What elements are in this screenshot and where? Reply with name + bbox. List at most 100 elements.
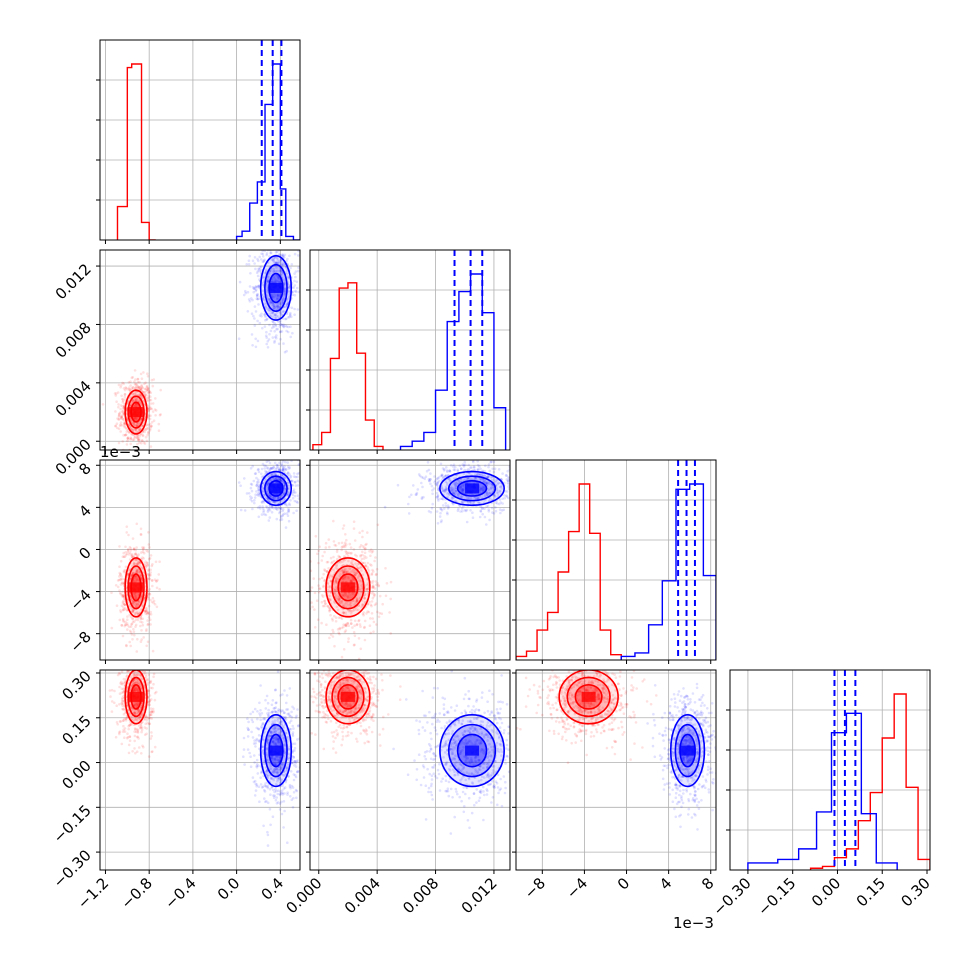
sample-point (292, 607, 295, 610)
sample-point (271, 311, 274, 314)
sample-point (110, 626, 114, 630)
sample-point (123, 603, 126, 606)
sample-point (126, 732, 129, 735)
sample-point (329, 556, 333, 560)
sample-point (243, 509, 247, 512)
sample-point (153, 408, 157, 411)
sample-point (276, 327, 279, 331)
sample-point (288, 313, 292, 316)
sample-point (136, 380, 140, 384)
panel-content (516, 460, 716, 660)
sample-point (132, 592, 135, 595)
sample-point (124, 565, 128, 569)
sample-point (267, 275, 270, 279)
sample-point (145, 388, 149, 392)
sample-point (143, 382, 146, 386)
sample-point (154, 560, 158, 564)
sample-point (276, 256, 279, 259)
sample-point (147, 531, 150, 534)
sample-point (284, 324, 287, 328)
sample-point (264, 318, 267, 322)
sample-point (267, 460, 270, 463)
panel-content (101, 250, 300, 450)
sample-point (134, 623, 138, 627)
sample-point (371, 617, 375, 620)
sample-point (152, 601, 155, 605)
sample-point (136, 603, 139, 606)
sample-point (147, 577, 151, 580)
panel-content (110, 455, 300, 653)
sample-point (493, 467, 497, 471)
sample-point (141, 654, 144, 657)
sample-point (264, 464, 268, 468)
panel-content (312, 250, 507, 450)
sample-point (118, 591, 122, 595)
sample-point (478, 515, 482, 519)
sample-point (148, 694, 152, 697)
sample-point (159, 413, 162, 416)
sample-point (146, 640, 150, 644)
sample-point (122, 724, 125, 728)
sample-point (130, 553, 133, 556)
sample-point (146, 386, 149, 390)
sample-point (151, 686, 154, 690)
sample-point (408, 495, 411, 499)
sample-point (117, 441, 121, 445)
sample-point (272, 260, 275, 263)
sample-point (277, 455, 280, 458)
sample-point (256, 493, 259, 497)
sample-point (375, 572, 378, 576)
sample-point (340, 655, 344, 659)
sample-point (118, 565, 121, 568)
sample-point (139, 387, 142, 391)
sample-point (126, 436, 130, 440)
sample-point (121, 555, 125, 558)
sample-point (331, 628, 335, 632)
sample-point (130, 598, 134, 601)
sample-point (151, 402, 155, 405)
sample-point (127, 751, 131, 755)
sample-point (371, 581, 374, 584)
sample-point (333, 543, 337, 547)
sample-point (148, 405, 152, 409)
sample-point (296, 494, 300, 498)
sample-point (476, 464, 480, 467)
sample-point (513, 503, 516, 506)
sample-point (139, 533, 143, 536)
sample-point (280, 494, 283, 498)
sample-point (273, 307, 277, 311)
y-tick-label: 0.012 (52, 260, 95, 303)
sample-point (268, 509, 272, 512)
sample-point (123, 623, 127, 626)
sample-point (139, 394, 142, 398)
sample-point (269, 301, 273, 305)
sample-point (283, 256, 286, 259)
sample-point (445, 469, 449, 472)
sample-point (249, 272, 252, 275)
sample-point (344, 550, 348, 553)
sample-point (285, 272, 289, 276)
sample-point (266, 510, 270, 513)
sample-point (272, 506, 276, 510)
sample-point (296, 254, 300, 257)
sample-point (516, 485, 519, 488)
sample-point (126, 439, 129, 443)
sample-point (147, 568, 151, 571)
sample-point (120, 593, 124, 597)
sample-point (489, 460, 493, 464)
sample-point (243, 477, 246, 480)
sample-point (384, 567, 387, 570)
sample-point (273, 339, 277, 343)
sample-point (129, 380, 132, 384)
sample-point (132, 630, 136, 634)
sample-point (544, 483, 547, 486)
sample-point (340, 548, 344, 552)
sample-point (140, 730, 143, 734)
sample-point (268, 302, 272, 306)
sample-point (497, 468, 501, 471)
sample-point (126, 628, 129, 631)
sample-point (430, 484, 434, 488)
sample-point (258, 266, 262, 269)
sample-point (317, 549, 320, 552)
histogram-series-0 (516, 483, 622, 660)
